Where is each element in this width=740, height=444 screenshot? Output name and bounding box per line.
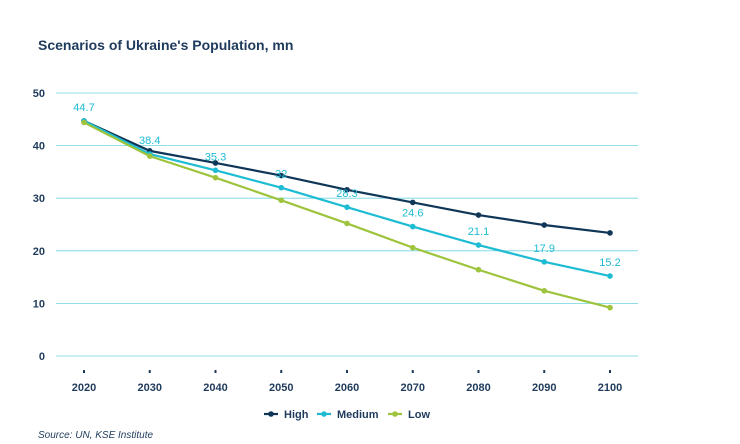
- series-line-high: [83, 119, 611, 235]
- x-tick-2100: [609, 370, 611, 373]
- point-medium-2090: [541, 259, 548, 265]
- x-tick-label-2060: 2060: [335, 382, 359, 394]
- legend-marker-medium: [321, 411, 327, 417]
- point-high-2040: [212, 160, 219, 166]
- legend-label-medium: Medium: [337, 409, 379, 421]
- point-high-2090: [541, 222, 548, 228]
- data-label-medium-2090: 17.9: [534, 243, 555, 255]
- legend-label-high: High: [284, 409, 309, 421]
- point-low-2050: [278, 197, 285, 204]
- data-label-medium-2080: 21.1: [468, 226, 489, 238]
- x-tick-label-2070: 2070: [401, 382, 425, 394]
- series-line-low: [83, 121, 611, 309]
- x-tick-2020: [83, 370, 85, 373]
- point-low-2080: [475, 266, 482, 273]
- point-low-2030: [146, 153, 153, 159]
- point-low-2070: [409, 244, 416, 251]
- point-high-2060: [344, 186, 350, 193]
- point-medium-2060: [344, 204, 350, 210]
- legend-marker-low: [392, 411, 398, 417]
- legend: High Medium Low: [264, 409, 430, 421]
- grid-lines: [56, 92, 638, 304]
- point-medium-2080: [475, 242, 482, 248]
- x-tick-2080: [477, 370, 480, 373]
- x-tick-label-2090: 2090: [532, 382, 556, 394]
- data-label-medium-2030: 38.4: [139, 135, 160, 147]
- legend-marker-high: [268, 411, 274, 417]
- point-low-2020: [81, 119, 87, 126]
- point-high-2050: [278, 172, 285, 179]
- x-tick-label-2080: 2080: [466, 382, 490, 394]
- x-tick-2030: [148, 370, 151, 373]
- data-label-medium-2040: 35.3: [205, 151, 226, 163]
- y-tick-label-50: 50: [33, 88, 45, 100]
- data-labels: 44.7 38.4 35.3 32 28.3 24.6 21.1 17.9 15.2: [73, 102, 620, 269]
- x-tick-2050: [280, 370, 283, 373]
- x-tick-label-2020: 2020: [72, 382, 96, 394]
- x-tick-2060: [346, 370, 348, 373]
- x-tick-label-2100: 2100: [598, 382, 622, 394]
- x-tick-2070: [411, 370, 414, 373]
- data-label-medium-2020: 44.7: [73, 102, 94, 114]
- point-low-2100: [607, 304, 613, 311]
- point-low-2060: [344, 220, 350, 227]
- source-note: Source: UN, KSE Institute: [38, 430, 154, 441]
- x-tick-2090: [543, 370, 546, 373]
- y-tick-label-20: 20: [33, 246, 45, 258]
- x-tick-label-2040: 2040: [203, 382, 227, 394]
- chart-title: Scenarios of Ukraine's Population, mn: [38, 37, 294, 53]
- point-medium-2070: [409, 223, 416, 230]
- point-low-2040: [212, 174, 219, 181]
- data-label-medium-2070: 24.6: [402, 208, 423, 220]
- data-label-medium-2100: 15.2: [599, 257, 620, 269]
- point-high-2080: [475, 212, 482, 218]
- y-tick-label-0: 0: [39, 351, 45, 363]
- data-label-medium-2050: 32: [275, 169, 287, 181]
- point-medium-2040: [212, 167, 219, 174]
- y-tick-label-10: 10: [33, 298, 45, 310]
- y-tick-label-40: 40: [33, 141, 45, 153]
- point-low-2090: [541, 287, 548, 294]
- point-high-2100: [607, 230, 613, 236]
- point-medium-2050: [278, 184, 285, 191]
- data-label-medium-2060: 28.3: [336, 188, 357, 200]
- point-high-2070: [409, 199, 416, 206]
- legend-label-low: Low: [408, 409, 430, 421]
- point-medium-2100: [607, 273, 613, 279]
- y-tick-label-30: 30: [33, 193, 45, 205]
- x-tick-label-2050: 2050: [269, 382, 293, 394]
- x-tick-label-2030: 2030: [138, 382, 162, 394]
- x-tick-2040: [214, 370, 217, 373]
- series-lines: [81, 118, 613, 311]
